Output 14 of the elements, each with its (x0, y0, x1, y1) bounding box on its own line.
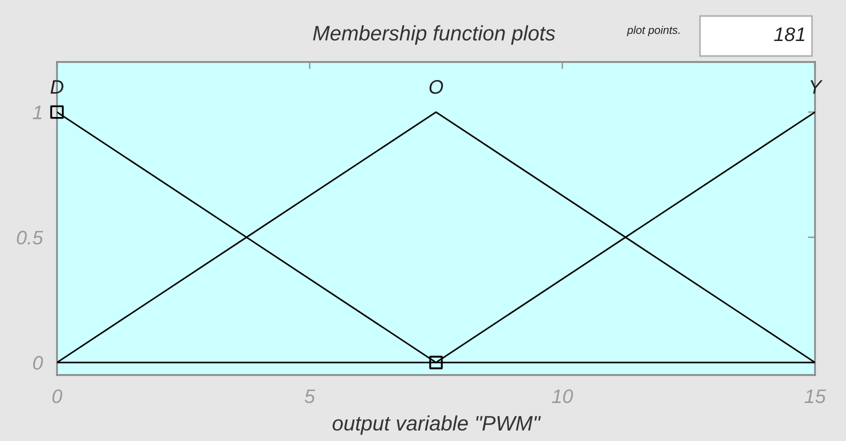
series-label: Y (810, 80, 823, 94)
y-tick-label: 0 (33, 356, 43, 370)
series-label: O (429, 80, 444, 94)
x-tick-label: 10 (552, 389, 573, 404)
y-tick-label: 1 (32, 106, 42, 120)
x-tick-label: 5 (304, 390, 316, 404)
chart-title: Membership function plots (313, 25, 556, 45)
text: 181 (774, 27, 804, 42)
x-tick-label: 0 (52, 389, 62, 404)
series-label: D (50, 80, 64, 94)
text: plot points. (626, 26, 680, 36)
x-tick-label: 15 (804, 390, 826, 404)
y-tick-label: 0.5 (16, 230, 44, 245)
x-axis-title: output variable "PWM" (332, 415, 541, 435)
